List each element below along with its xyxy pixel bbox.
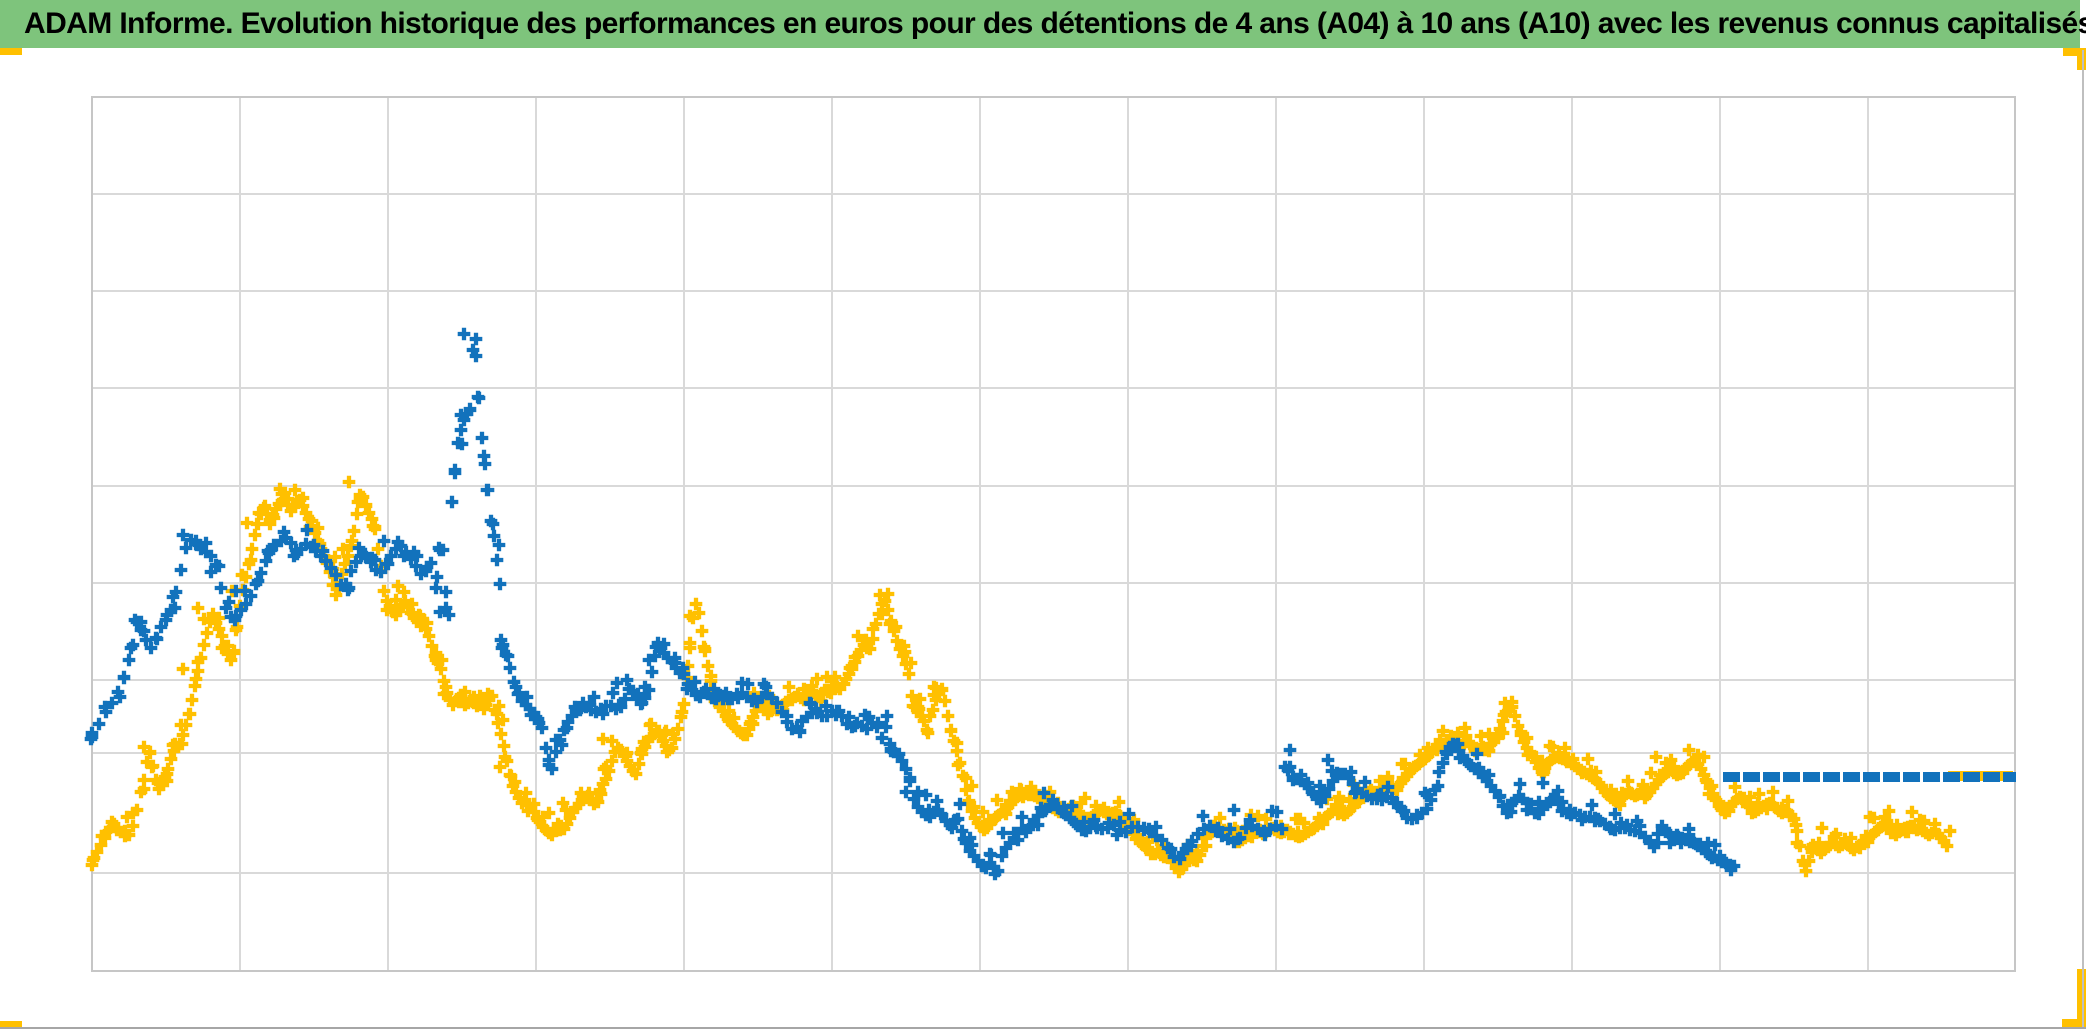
right-border-line: [2082, 50, 2084, 1028]
corner-accent-top-right: [2063, 48, 2086, 56]
corner-accent-bottom-right: [2062, 1019, 2086, 1029]
corner-accent-top-left: [0, 48, 22, 55]
page-title: ADAM Informe. Evolution historique des p…: [24, 7, 2086, 40]
corner-accent-bottom-right-tail: [2077, 969, 2086, 1029]
bottom-border-line: [0, 1027, 2086, 1029]
header-bar: ADAM Informe. Evolution historique des p…: [0, 0, 2086, 48]
scatter-series-blue: [84, 327, 1741, 881]
corner-accent-top-right-tail: [2077, 48, 2086, 70]
corner-accent-bottom-left: [0, 1021, 22, 1029]
